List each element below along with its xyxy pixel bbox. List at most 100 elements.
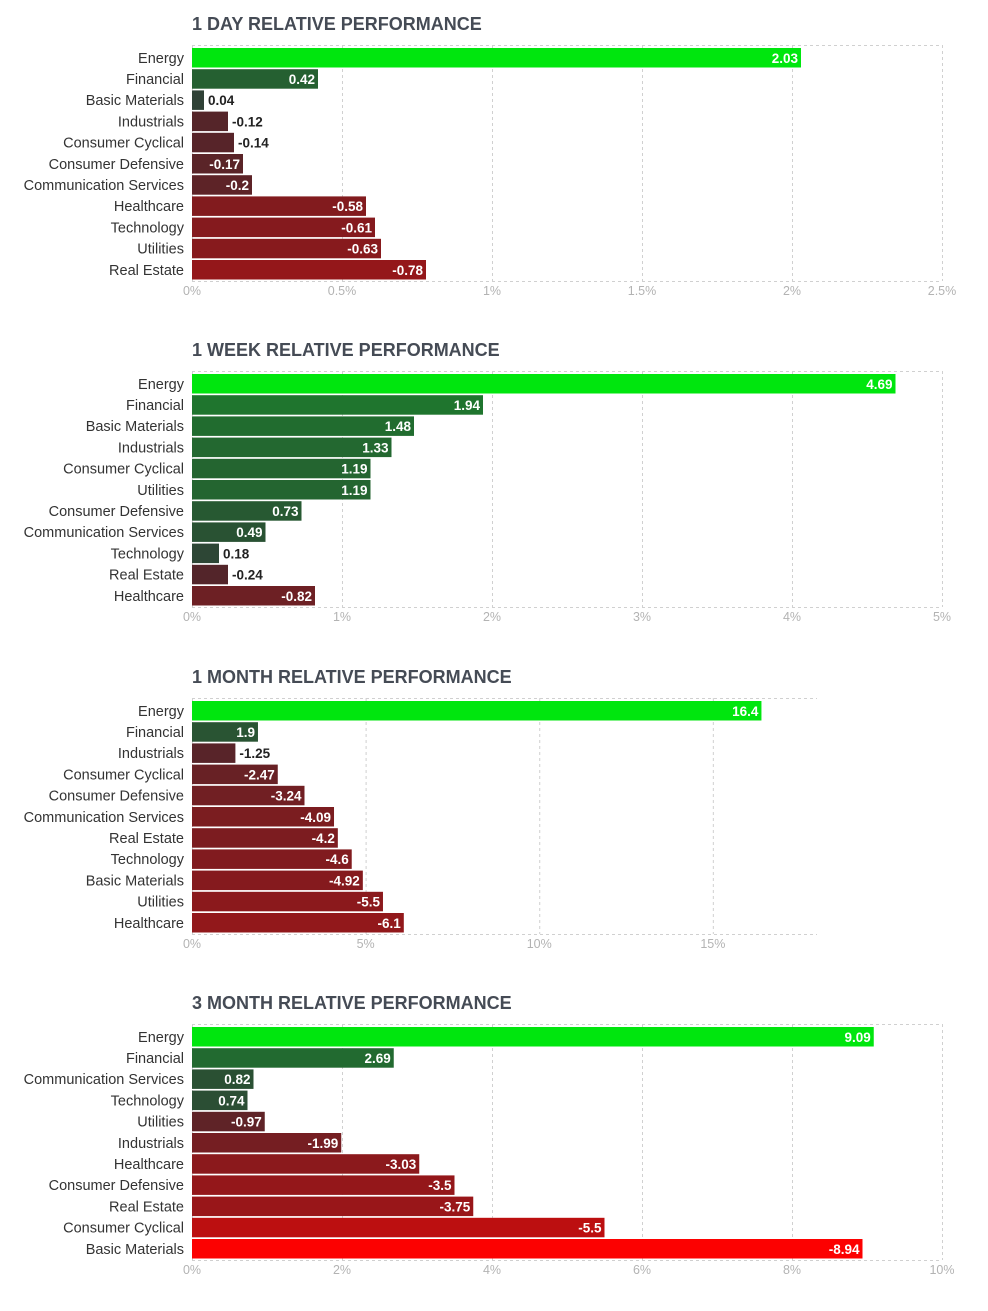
bar-communication-services	[192, 1069, 254, 1089]
category-label: Basic Materials	[86, 93, 184, 109]
bar-energy	[192, 701, 762, 721]
value-label: -3.75	[439, 1199, 470, 1214]
category-label: Technology	[111, 1093, 185, 1109]
bar-industrials	[192, 437, 392, 458]
value-label: -3.24	[271, 789, 302, 804]
category-label: Basic Materials	[86, 419, 184, 435]
category-label: Communication Services	[24, 1072, 184, 1088]
category-label: Consumer Defensive	[49, 1178, 184, 1194]
bar-financial	[192, 69, 318, 89]
bar-communication-services	[192, 807, 335, 827]
bar-healthcare	[192, 196, 366, 216]
category-label: Industrials	[118, 1136, 184, 1152]
bar-technology	[192, 217, 375, 238]
bar-energy	[192, 1027, 874, 1047]
bar-technology	[192, 849, 352, 869]
bar-utilities	[192, 480, 371, 500]
category-label: Consumer Cyclical	[63, 136, 184, 152]
bar-basic-materials	[192, 870, 363, 891]
category-label: Financial	[126, 72, 184, 88]
bar-financial	[192, 1048, 394, 1068]
bar-consumer-cyclical	[192, 1217, 605, 1238]
bar-utilities	[192, 238, 381, 259]
bar-financial	[192, 395, 483, 415]
bar-basic-materials	[192, 1239, 863, 1259]
chart-svg-3-month: 3 MONTH RELATIVE PERFORMANCE 0% 2% 4% 6% 8% 10…	[24, 993, 955, 1277]
chart-title: 1 MONTH RELATIVE PERFORMANCE	[192, 667, 512, 687]
x-tick-label: 2%	[483, 610, 501, 624]
bar-financial	[192, 722, 258, 742]
bar-real-estate	[192, 1196, 474, 1217]
bar-real-estate	[192, 828, 338, 848]
value-label: 1.94	[454, 398, 481, 413]
x-tick-label: 1%	[333, 610, 351, 624]
category-label: Real Estate	[109, 1199, 184, 1215]
category-label: Technology	[111, 220, 185, 236]
category-label: Utilities	[137, 1115, 184, 1131]
value-label: 1.48	[385, 419, 412, 434]
x-tick-label: 2.5%	[928, 284, 957, 298]
bar-healthcare	[192, 1154, 420, 1174]
category-label: Basic Materials	[86, 873, 184, 889]
x-tick-label: 5%	[933, 610, 951, 624]
category-label: Communication Services	[24, 810, 184, 826]
bar-technology	[192, 543, 219, 564]
value-label: 0.04	[208, 93, 235, 108]
value-label: -0.78	[392, 263, 423, 278]
bar-real-estate	[192, 564, 228, 585]
category-label: Healthcare	[114, 1157, 184, 1173]
value-label: 0.82	[224, 1072, 250, 1087]
bar-technology	[192, 1090, 248, 1111]
value-label: 2.03	[772, 51, 799, 66]
value-label: -4.92	[329, 873, 360, 888]
category-label: Technology	[111, 852, 185, 868]
x-tick-label: 0%	[183, 1263, 201, 1277]
category-label: Consumer Defensive	[49, 789, 184, 805]
value-label: -1.25	[239, 746, 270, 761]
x-tick-label: 3%	[633, 610, 651, 624]
value-label: -3.03	[385, 1157, 416, 1172]
value-label: 1.9	[236, 725, 255, 740]
value-label: 4.69	[866, 377, 892, 392]
value-label: 2.69	[364, 1051, 390, 1066]
x-tick-label: 1.5%	[628, 284, 657, 298]
value-label: -0.12	[232, 114, 263, 129]
chart-panel-3-month: 3 MONTH RELATIVE PERFORMANCE 0% 2% 4% 6% 8% 10…	[0, 979, 988, 1306]
x-tick-label: 5%	[357, 937, 375, 951]
x-tick-label: 15%	[700, 937, 725, 951]
category-label: Financial	[126, 398, 184, 414]
value-label: -5.5	[578, 1221, 602, 1236]
value-label: 1.33	[362, 440, 389, 455]
bar-consumer-cyclical	[192, 132, 234, 153]
category-label: Real Estate	[109, 568, 184, 584]
chart-panel-1-week: 1 WEEK RELATIVE PERFORMANCE 0% 1% 2% 3% 4% 5% E…	[0, 326, 988, 653]
x-tick-label: 6%	[633, 1263, 651, 1277]
bar-utilities	[192, 891, 383, 912]
bar-consumer-defensive	[192, 1175, 455, 1195]
value-label: 1.19	[341, 483, 367, 498]
bar-healthcare	[192, 586, 315, 606]
value-label: -0.24	[232, 568, 263, 583]
value-label: -0.82	[281, 589, 312, 604]
category-label: Communication Services	[24, 525, 184, 541]
category-label: Consumer Defensive	[49, 157, 184, 173]
bar-industrials	[192, 743, 236, 763]
x-tick-label: 8%	[783, 1263, 801, 1277]
x-tick-label: 4%	[783, 610, 801, 624]
value-label: -4.09	[300, 810, 331, 825]
category-label: Financial	[126, 725, 184, 741]
value-label: 16.4	[732, 704, 759, 719]
category-label: Consumer Cyclical	[63, 767, 184, 783]
bar-communication-services	[192, 522, 266, 542]
bar-consumer-cyclical	[192, 764, 278, 785]
bar-basic-materials	[192, 416, 414, 436]
category-label: Healthcare	[114, 199, 184, 215]
bar-industrials	[192, 111, 228, 132]
x-tick-label: 2%	[333, 1263, 351, 1277]
bar-real-estate	[192, 260, 426, 280]
value-label: -4.2	[312, 831, 335, 846]
bar-basic-materials	[192, 90, 204, 110]
value-label: -0.58	[332, 199, 363, 214]
category-label: Healthcare	[114, 589, 184, 605]
value-label: -0.2	[226, 178, 249, 193]
